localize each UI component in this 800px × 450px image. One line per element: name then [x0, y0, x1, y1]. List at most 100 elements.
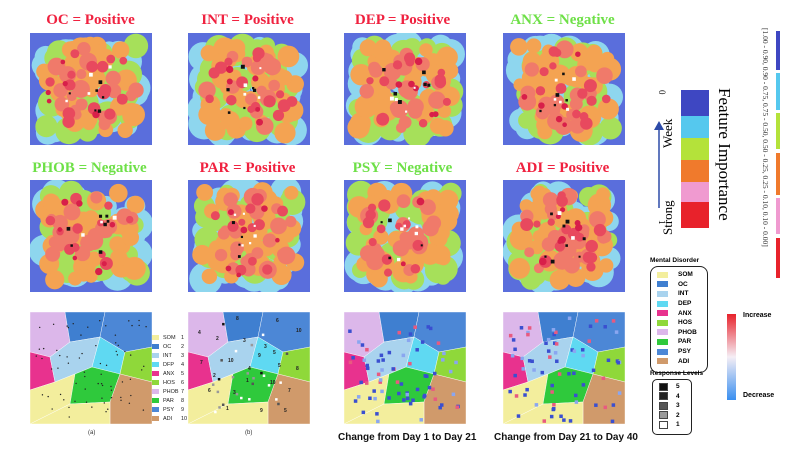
heat-blob: [575, 51, 581, 57]
small-legend-item-par: PAR 8: [152, 396, 187, 405]
heat-blob: [126, 215, 134, 224]
heat-blob: [428, 91, 446, 109]
heat-blob: [96, 60, 109, 73]
response-marker: [246, 372, 250, 375]
change-marker: [379, 353, 384, 358]
response-marker: [400, 227, 404, 231]
response-marker: [394, 97, 398, 102]
response-marker: [423, 82, 427, 87]
range-bar-pink: [776, 198, 780, 234]
change-marker: [552, 332, 556, 337]
heatmap-dep: [344, 33, 466, 145]
item-dot: [87, 326, 89, 328]
heat-blob: [400, 261, 406, 267]
change-marker: [606, 358, 611, 363]
heat-blob: [381, 254, 393, 265]
heat-blob: [276, 90, 285, 99]
response-level-2: 2: [653, 411, 691, 421]
heat-blob: [392, 60, 403, 70]
region-number: 3: [233, 390, 236, 396]
response-marker: [420, 244, 423, 247]
change-marker: [534, 403, 539, 407]
change-marker: [419, 418, 423, 422]
heat-blob: [62, 107, 76, 120]
level-label: 5: [676, 383, 680, 391]
title-sep: =: [229, 160, 246, 176]
legend-item-anx: ANX: [651, 308, 707, 318]
change-marker: [617, 391, 622, 395]
response-marker: [415, 225, 419, 229]
heat-blob: [572, 109, 581, 119]
item-dot: [138, 324, 140, 327]
heat-blob: [240, 226, 248, 234]
response-marker: [413, 86, 416, 89]
heat-blob: [270, 217, 287, 235]
heat-blob: [593, 223, 607, 237]
heat-blob: [548, 46, 560, 57]
change-marker: [423, 374, 428, 378]
small-disorder-legend: SOM 1 OC 2 INT 3 DFP 4 ANX 5 HOS 6 PHOB 7 PAR 8 PSY 9 ADI 1…: [152, 333, 187, 423]
response-marker: [94, 109, 97, 112]
change-marker: [359, 380, 363, 385]
change-marker: [553, 351, 558, 355]
heat-blob: [396, 194, 411, 209]
heat-blob: [538, 102, 545, 109]
response-marker: [380, 221, 383, 224]
heat-blob: [533, 220, 541, 228]
importance-range-text: [1.00 - 0.90, 0.90 - 0.75, 0.75 - 0.50, …: [761, 28, 770, 247]
item-dot: [84, 388, 86, 390]
item-dot: [116, 354, 119, 356]
heat-blob: [567, 227, 580, 240]
item-dot: [56, 349, 58, 352]
disorder-region: [119, 346, 152, 383]
title-sep: =: [227, 12, 244, 28]
small-legend-swatch: [152, 380, 159, 385]
item-dot: [117, 344, 119, 347]
heat-blob: [586, 44, 603, 61]
response-marker: [388, 218, 392, 223]
heat-blob: [61, 198, 69, 206]
response-marker: [240, 64, 245, 69]
change-marker: [428, 326, 433, 331]
item-dot: [51, 408, 53, 410]
level-swatch: [659, 401, 668, 410]
item-dot: [95, 344, 97, 347]
change-marker: [441, 358, 445, 362]
change-marker: [581, 353, 585, 358]
heat-blob: [603, 57, 616, 71]
response-marker: [240, 235, 244, 239]
change-marker: [568, 419, 573, 423]
response-marker: [112, 215, 117, 220]
heat-blob: [255, 106, 261, 112]
item-dot: [124, 350, 126, 353]
change-marker: [411, 398, 415, 402]
title-sep: =: [384, 12, 401, 28]
response-marker: [65, 99, 68, 103]
item-dot: [115, 350, 117, 353]
legend-swatch: [657, 338, 668, 345]
heat-blob: [76, 68, 87, 80]
heat-blob: [204, 120, 226, 141]
heatmap-title-psy: PSY = Negative: [340, 160, 465, 177]
change-marker: [368, 396, 372, 401]
change-marker: [552, 402, 556, 407]
item-dot: [105, 325, 107, 327]
small-legend-item-adi: ADI 10: [152, 414, 187, 423]
response-marker: [414, 231, 418, 236]
response-marker: [275, 398, 278, 401]
small-legend-swatch: [152, 362, 159, 367]
response-marker: [218, 406, 221, 409]
region-number: 7: [200, 360, 203, 366]
mental-disorder-title: Mental Disorder: [650, 257, 700, 264]
response-marker: [279, 381, 282, 384]
change-marker: [348, 360, 353, 365]
heat-blob: [599, 116, 622, 140]
region-number: 2: [213, 373, 216, 379]
response-marker: [243, 83, 248, 87]
heat-blob: [263, 95, 276, 108]
level-label: 4: [676, 392, 680, 400]
small-legend-swatch: [152, 353, 159, 358]
heat-blob: [201, 268, 218, 285]
response-marker: [408, 217, 411, 220]
